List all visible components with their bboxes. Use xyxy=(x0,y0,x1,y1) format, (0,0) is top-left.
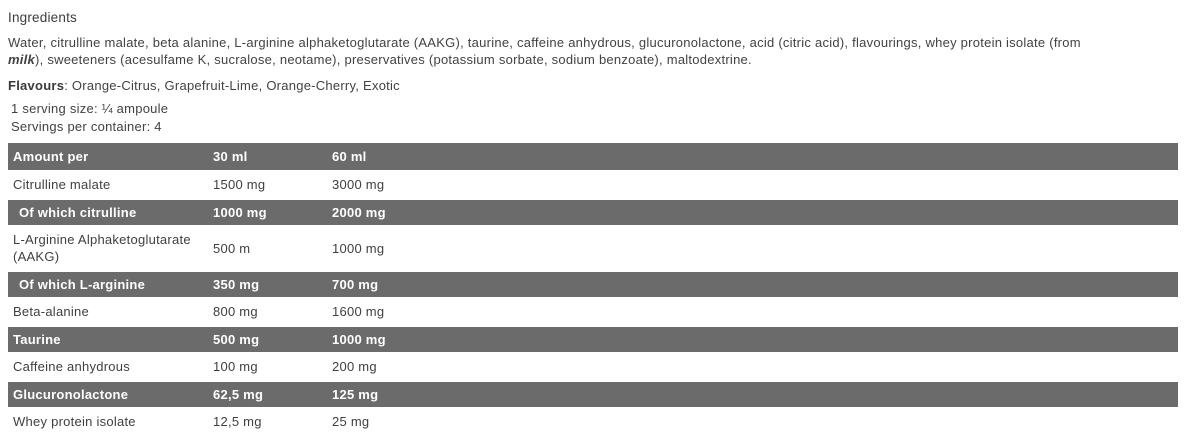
ingredient-name: Glucuronolactone xyxy=(8,382,213,407)
ingredient-name: Citrulline malate xyxy=(8,170,213,200)
amount-60ml: 25 mg xyxy=(332,407,1178,437)
table-row: Of which citrulline 1000 mg 2000 mg xyxy=(8,200,1178,225)
table-row: Taurine 500 mg 1000 mg xyxy=(8,327,1178,352)
flavours-label: Flavours xyxy=(8,78,65,93)
table-row: Glucuronolactone 62,5 mg 125 mg xyxy=(8,382,1178,407)
table-header-row: Amount per 30 ml 60 ml xyxy=(8,143,1178,170)
ingredients-text: Water, citrulline malate, beta alanine, … xyxy=(8,34,1178,68)
amount-30ml: 500 mg xyxy=(213,327,332,352)
table-row: Caffeine anhydrous 100 mg 200 mg xyxy=(8,352,1178,382)
serving-info: 1 serving size: ¼ ampoule Servings per c… xyxy=(8,100,1178,136)
amount-60ml: 700 mg xyxy=(332,272,1178,297)
amount-30ml: 350 mg xyxy=(213,272,332,297)
ingredients-text-line1: Water, citrulline malate, beta alanine, … xyxy=(8,35,1081,50)
nutrition-table: Amount per 30 ml 60 ml Citrulline malate… xyxy=(8,143,1178,437)
amount-30ml: 12,5 mg xyxy=(213,407,332,437)
allergen-milk: milk xyxy=(8,52,36,67)
amount-60ml: 1000 mg xyxy=(332,327,1178,352)
amount-30ml: 800 mg xyxy=(213,297,332,327)
ingredients-text-line2: ), sweeteners (acesulfame K, sucralose, … xyxy=(35,52,752,67)
ingredient-name: Caffeine anhydrous xyxy=(8,352,213,382)
column-header-amount-per: Amount per xyxy=(8,143,213,170)
servings-per-container: Servings per container: 4 xyxy=(11,119,162,134)
table-row: L-Arginine Alphaketoglutarate (AAKG) 500… xyxy=(8,225,1178,272)
serving-size: 1 serving size: ¼ ampoule xyxy=(11,101,169,116)
ingredients-heading: Ingredients xyxy=(8,10,77,25)
amount-60ml: 200 mg xyxy=(332,352,1178,382)
amount-60ml: 3000 mg xyxy=(332,170,1178,200)
ingredient-name: Of which citrulline xyxy=(8,200,213,225)
amount-30ml: 100 mg xyxy=(213,352,332,382)
column-header-60ml: 60 ml xyxy=(332,143,1178,170)
flavours-list: Orange-Citrus, Grapefruit-Lime, Orange-C… xyxy=(71,78,400,93)
ingredient-name: Taurine xyxy=(8,327,213,352)
flavours-line: Flavours: Orange-Citrus, Grapefruit-Lime… xyxy=(8,77,1178,94)
amount-30ml: 500 m xyxy=(213,225,332,272)
ingredient-name: Of which L-arginine xyxy=(8,272,213,297)
amount-30ml: 62,5 mg xyxy=(213,382,332,407)
table-row: Of which L-arginine 350 mg 700 mg xyxy=(8,272,1178,297)
table-row: Beta-alanine 800 mg 1600 mg xyxy=(8,297,1178,327)
amount-60ml: 2000 mg xyxy=(332,200,1178,225)
column-header-30ml: 30 ml xyxy=(213,143,332,170)
flavours-separator: : xyxy=(64,78,72,93)
amount-30ml: 1500 mg xyxy=(213,170,332,200)
ingredient-name: L-Arginine Alphaketoglutarate (AAKG) xyxy=(8,225,213,272)
ingredient-name: Whey protein isolate xyxy=(8,407,213,437)
ingredient-name: Beta-alanine xyxy=(8,297,213,327)
amount-60ml: 125 mg xyxy=(332,382,1178,407)
table-row: Whey protein isolate 12,5 mg 25 mg xyxy=(8,407,1178,437)
table-row: Citrulline malate 1500 mg 3000 mg xyxy=(8,170,1178,200)
amount-30ml: 1000 mg xyxy=(213,200,332,225)
amount-60ml: 1000 mg xyxy=(332,225,1178,272)
amount-60ml: 1600 mg xyxy=(332,297,1178,327)
